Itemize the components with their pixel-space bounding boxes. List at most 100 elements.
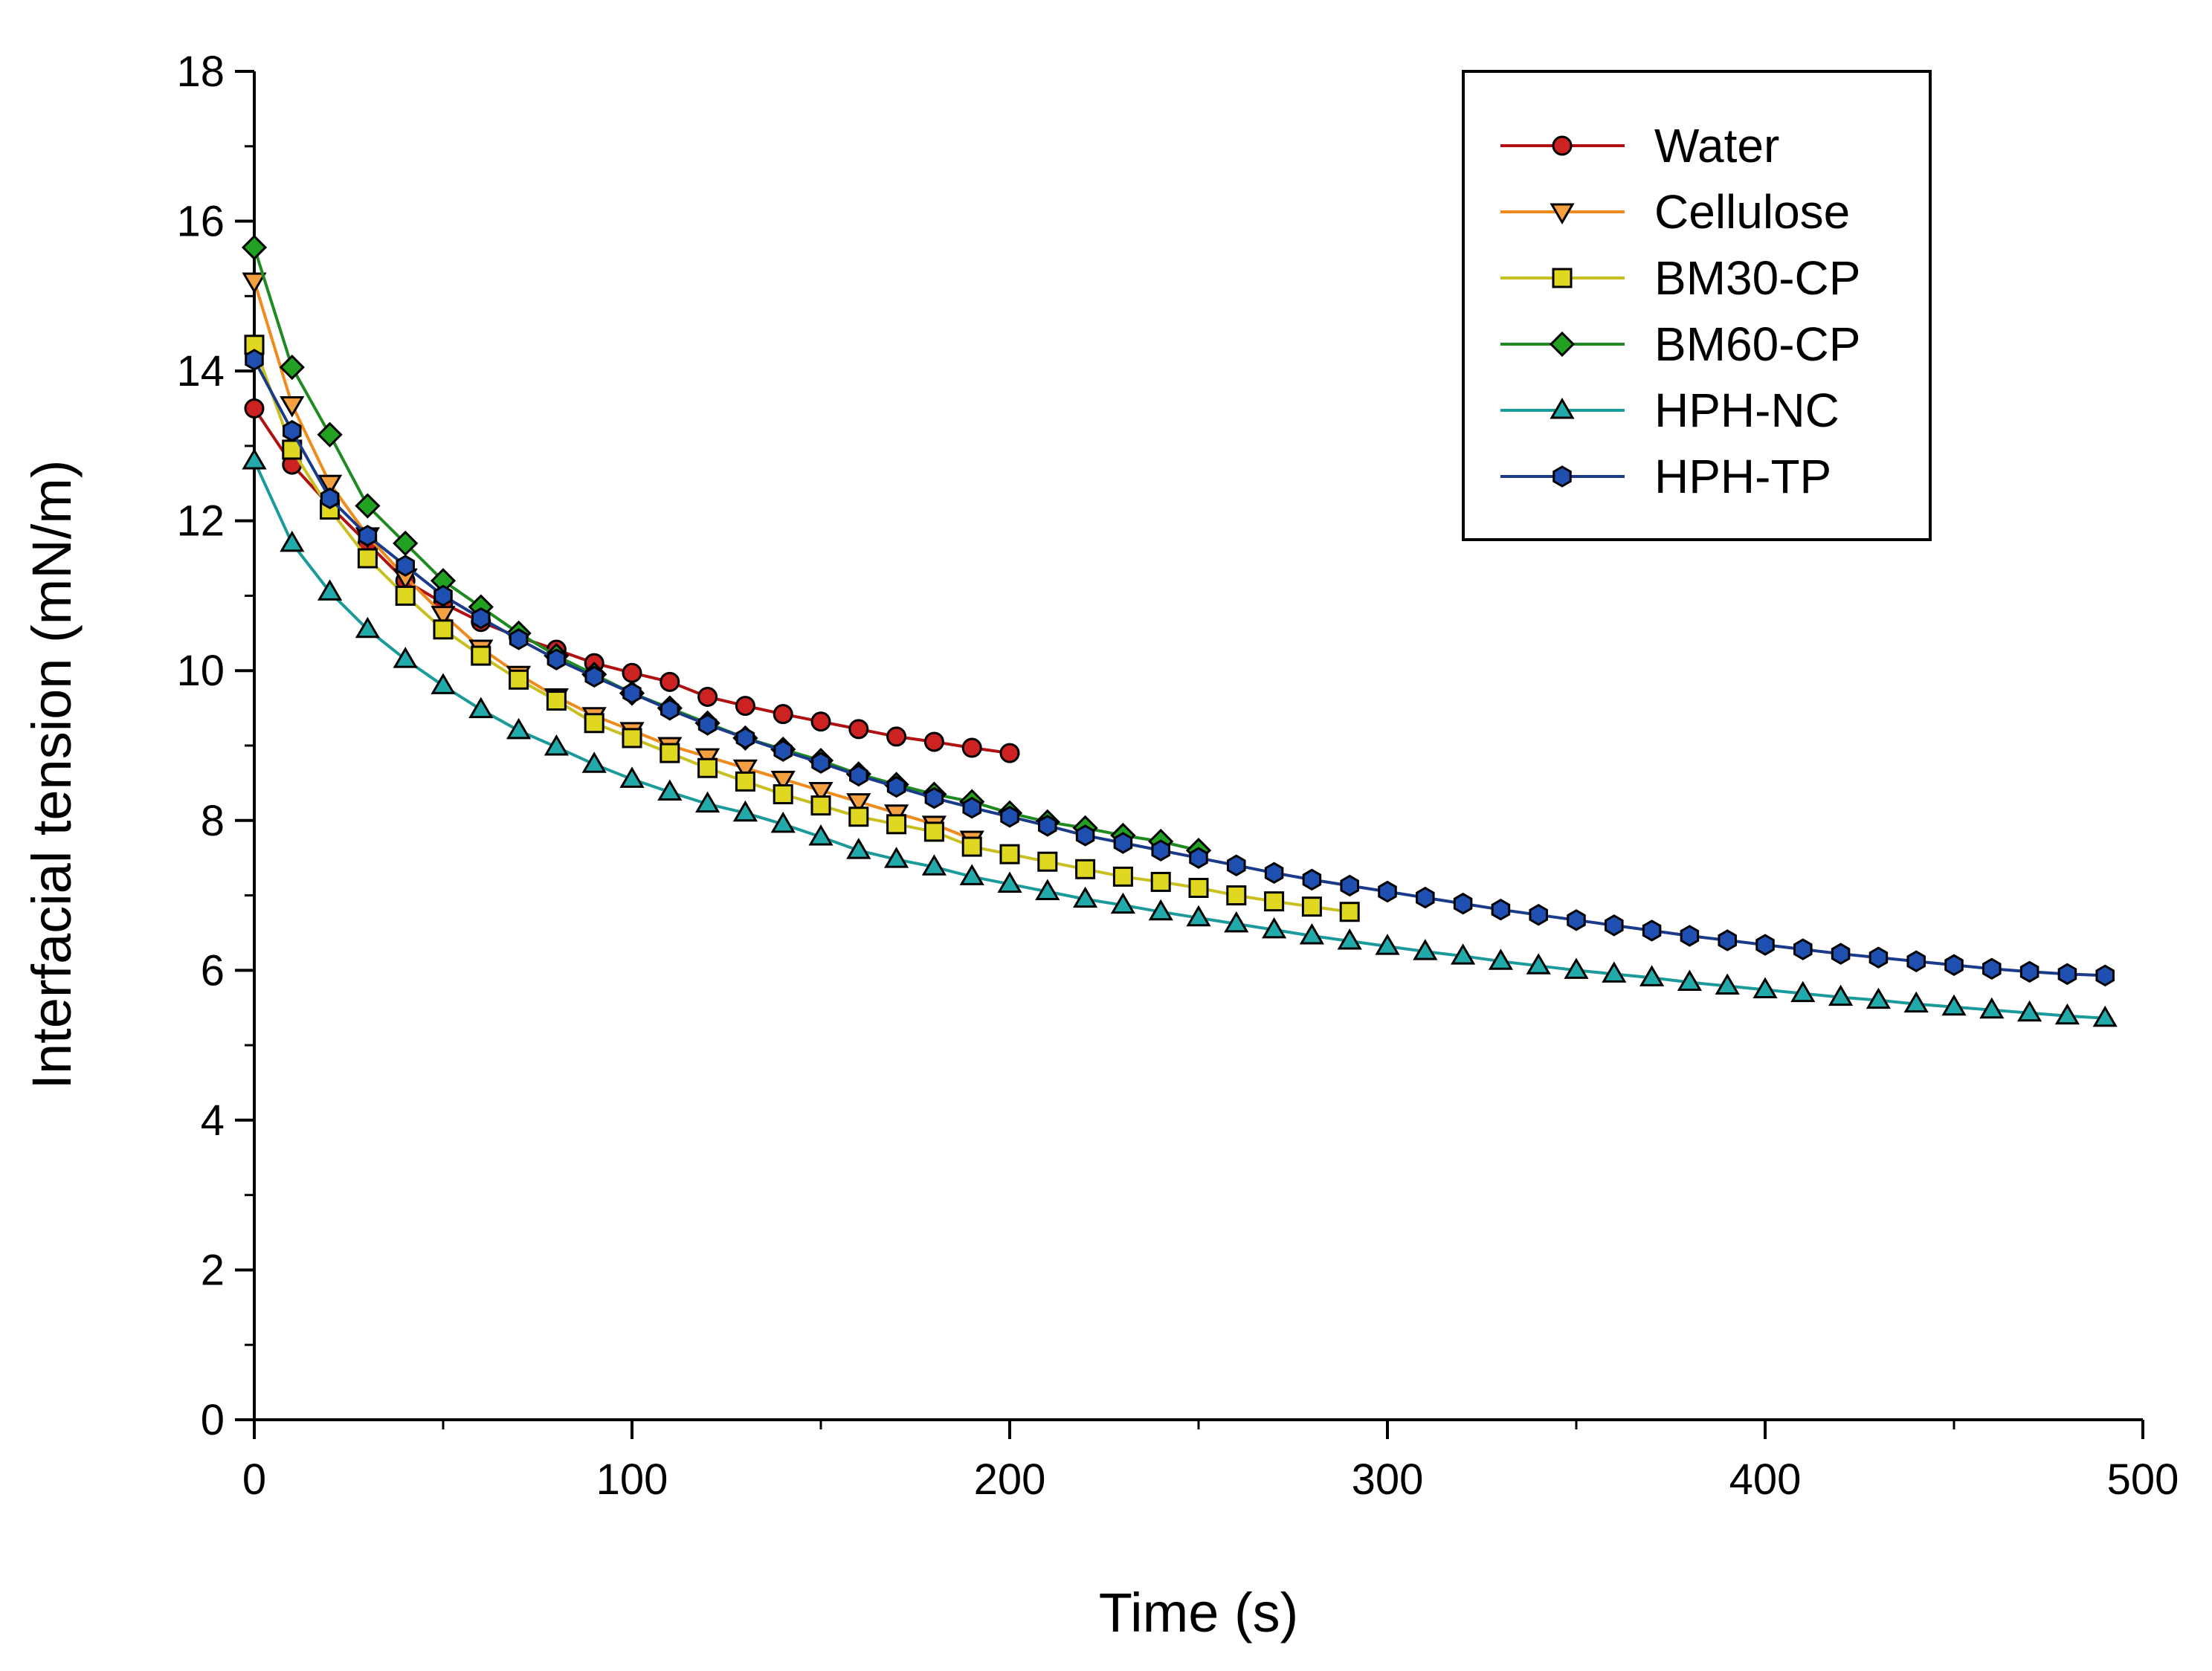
data-point (471, 645, 491, 666)
data-point (1340, 874, 1359, 897)
data-point (997, 871, 1022, 893)
legend-label: HPH-NC (1654, 384, 1839, 437)
data-point (242, 272, 267, 294)
data-point (2054, 1003, 2080, 1025)
data-point (393, 647, 418, 668)
data-point (962, 796, 981, 819)
data-point (999, 844, 1020, 864)
data-point (846, 838, 871, 859)
legend-entry-bm30-cp: BM30-CP (1500, 251, 1860, 305)
data-point (1828, 984, 1854, 1006)
data-point (584, 713, 604, 734)
data-point (509, 628, 529, 650)
x-tick-label: 100 (596, 1455, 668, 1504)
x-axis-title: Time (s) (1099, 1582, 1299, 1643)
data-point (1189, 847, 1208, 869)
data-point (961, 737, 982, 758)
data-point (848, 719, 869, 740)
data-point (1715, 973, 1740, 995)
data-point (694, 791, 720, 813)
data-point (921, 854, 947, 876)
data-point (2016, 1000, 2042, 1022)
series-hph-tp (245, 349, 2115, 987)
data-point (471, 607, 491, 630)
data-point (1903, 991, 1929, 1013)
data-point (1450, 943, 1476, 965)
data-point (1453, 892, 1473, 915)
data-point (395, 585, 416, 606)
y-tick-label: 0 (201, 1396, 225, 1444)
data-point (619, 766, 645, 788)
data-point (1552, 135, 1573, 156)
legend-label: BM60-CP (1654, 317, 1860, 371)
legend: Water Cellulose BM30-CP BM60-CP HPH-NC HPH-TP (1462, 70, 1932, 541)
data-point (357, 548, 378, 569)
data-point (283, 420, 302, 442)
data-point (1602, 961, 1627, 983)
data-point (1038, 815, 1057, 837)
data-point (1868, 946, 1889, 969)
legend-entry-hph-tp: HPH-TP (1500, 450, 1831, 503)
data-point (433, 619, 454, 640)
legend-label: Cellulose (1654, 185, 1850, 239)
data-point (811, 752, 831, 774)
series-hph-nc (242, 448, 2118, 1027)
x-tick-label: 0 (242, 1455, 266, 1504)
data-point (808, 824, 833, 846)
data-point (2095, 964, 2115, 987)
legend-entry-water: Water (1500, 119, 1779, 172)
data-point (961, 836, 982, 857)
data-point (810, 795, 831, 816)
data-point (355, 493, 381, 519)
data-point (1491, 898, 1511, 921)
data-point (546, 648, 567, 670)
data-point (697, 757, 718, 778)
data-point (1110, 892, 1136, 914)
legend-label: Water (1654, 119, 1779, 172)
data-point (883, 847, 909, 868)
y-tick-label: 2 (201, 1246, 225, 1294)
data-point (506, 717, 532, 740)
data-point (1552, 465, 1572, 488)
x-tick-label: 500 (2107, 1455, 2179, 1504)
legend-box (1462, 70, 1932, 541)
y-tick-label: 16 (176, 198, 225, 246)
data-point (1526, 953, 1551, 975)
data-point (1224, 911, 1249, 933)
data-point (622, 682, 642, 705)
data-point (242, 448, 267, 470)
data-point (544, 734, 570, 756)
y-axis-title: Interfacial tension (mN/m) (21, 459, 83, 1089)
data-point (959, 864, 984, 885)
data-point (546, 691, 567, 711)
data-point (1227, 854, 1246, 876)
data-point (660, 698, 680, 721)
data-point (1075, 859, 1096, 879)
data-point (924, 786, 944, 809)
data-point (1550, 203, 1575, 224)
legend-entry-bm60-cp: BM60-CP (1500, 317, 1860, 371)
data-point (468, 696, 494, 719)
data-point (1413, 939, 1438, 960)
y-tick-label: 14 (176, 347, 225, 395)
data-point (732, 800, 758, 822)
data-point (770, 811, 796, 833)
data-point (886, 726, 907, 747)
data-point (1639, 965, 1665, 986)
data-point (1680, 925, 1700, 947)
data-point (886, 814, 907, 835)
data-point (1755, 934, 1775, 956)
data-point (1552, 268, 1573, 288)
data-point (1982, 957, 2002, 980)
data-point (808, 781, 833, 804)
data-point (431, 606, 456, 627)
data-point (244, 398, 265, 418)
data-point (1488, 948, 1514, 970)
data-point (2092, 1005, 2118, 1027)
data-point (1301, 896, 1322, 917)
data-point (1112, 866, 1133, 887)
data-point (735, 696, 755, 717)
y-tick-label: 4 (201, 1096, 225, 1145)
data-point (810, 711, 831, 732)
data-point (584, 665, 604, 688)
